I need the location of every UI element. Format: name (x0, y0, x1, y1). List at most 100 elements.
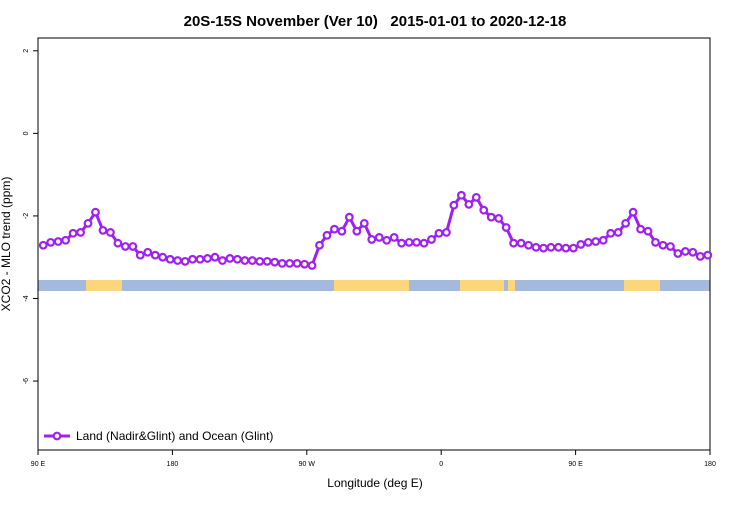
data-point (666, 242, 675, 251)
data-point (442, 228, 451, 237)
data-point (486, 212, 496, 222)
data-point (240, 256, 250, 265)
x-tick-label: 90 E (31, 461, 46, 468)
data-point (412, 237, 421, 247)
data-point (374, 232, 384, 242)
x-tick-label: 0 (439, 461, 443, 468)
data-point (658, 240, 668, 250)
data-point (285, 259, 295, 268)
data-point (695, 251, 705, 261)
data-point (427, 235, 436, 244)
land-strip (460, 280, 504, 291)
data-point (554, 242, 563, 252)
land-strip (86, 280, 122, 291)
data-point (165, 254, 175, 264)
data-point (180, 256, 190, 266)
data-point (621, 218, 631, 228)
data-point (46, 237, 56, 247)
data-point (150, 250, 160, 260)
land-strip (624, 280, 660, 291)
data-point (143, 247, 153, 257)
data-point (434, 228, 444, 238)
data-point (38, 240, 48, 250)
y-axis-label: XCO2 - MLO trend (ppm) (0, 177, 13, 312)
data-point (591, 237, 601, 246)
data-point (539, 243, 548, 253)
data-point (576, 240, 586, 249)
data-point (113, 238, 123, 248)
data-point (471, 192, 481, 202)
data-point (546, 242, 556, 252)
data-point (352, 226, 362, 236)
data-point (680, 247, 690, 256)
data-point (673, 249, 683, 258)
data-point (337, 226, 347, 236)
data-point (456, 190, 466, 200)
data-point (292, 259, 302, 268)
data-point (359, 218, 369, 228)
y-tick-label: 0 (23, 131, 30, 135)
data-point (307, 261, 317, 270)
data-point (524, 240, 533, 250)
data-point (344, 212, 354, 222)
data-point (606, 228, 616, 238)
y-tick-label: -6 (23, 378, 30, 384)
x-tick-label: 180 (704, 461, 716, 468)
data-point (568, 243, 578, 253)
data-point (322, 230, 332, 240)
data-point (188, 254, 197, 264)
data-point (583, 237, 593, 247)
data-point (218, 256, 227, 265)
data-point (53, 237, 63, 246)
data-point (262, 256, 272, 266)
data-point (203, 254, 212, 263)
chart-title: 20S-15S November (Ver 10) 2015-01-01 to … (184, 13, 567, 30)
data-point (703, 250, 713, 260)
legend-marker (52, 431, 62, 441)
data-point (135, 250, 145, 260)
data-point (195, 254, 205, 264)
land-ocean-strip (38, 280, 710, 291)
data-point (120, 242, 130, 251)
data-point (404, 237, 414, 247)
data-point (561, 243, 571, 253)
data-point (225, 254, 235, 263)
data-point (300, 259, 309, 269)
data-point (651, 237, 660, 247)
data-point (61, 235, 71, 245)
data-point (479, 205, 489, 215)
data-point (98, 225, 108, 235)
land-strip (508, 280, 515, 291)
legend-label: Land (Nadir&Glint) and Ocean (Glint) (76, 429, 273, 443)
data-point (315, 240, 324, 250)
data-point (389, 232, 399, 242)
data-point (636, 224, 645, 234)
data-point (382, 235, 392, 245)
data-point (76, 228, 85, 237)
data-point (397, 238, 407, 248)
data-point (91, 207, 100, 217)
data-point (419, 238, 429, 248)
y-tick-label: -2 (23, 213, 30, 219)
data-point (516, 238, 526, 248)
data-point (509, 238, 519, 248)
data-point (68, 228, 78, 238)
x-tick-label: 180 (167, 461, 179, 468)
y-tick-label: -4 (23, 295, 30, 301)
data-point (613, 228, 623, 237)
data-point (464, 199, 474, 209)
data-point (688, 247, 698, 257)
data-point (494, 214, 504, 223)
data-point (277, 259, 287, 268)
data-point (255, 256, 265, 266)
land-strip (334, 280, 409, 291)
data-point (210, 252, 220, 262)
data-point (128, 242, 138, 251)
data-point (367, 235, 377, 244)
data-point (232, 254, 242, 264)
data-point (531, 242, 541, 252)
data-point (643, 226, 653, 236)
data-point (173, 256, 183, 265)
